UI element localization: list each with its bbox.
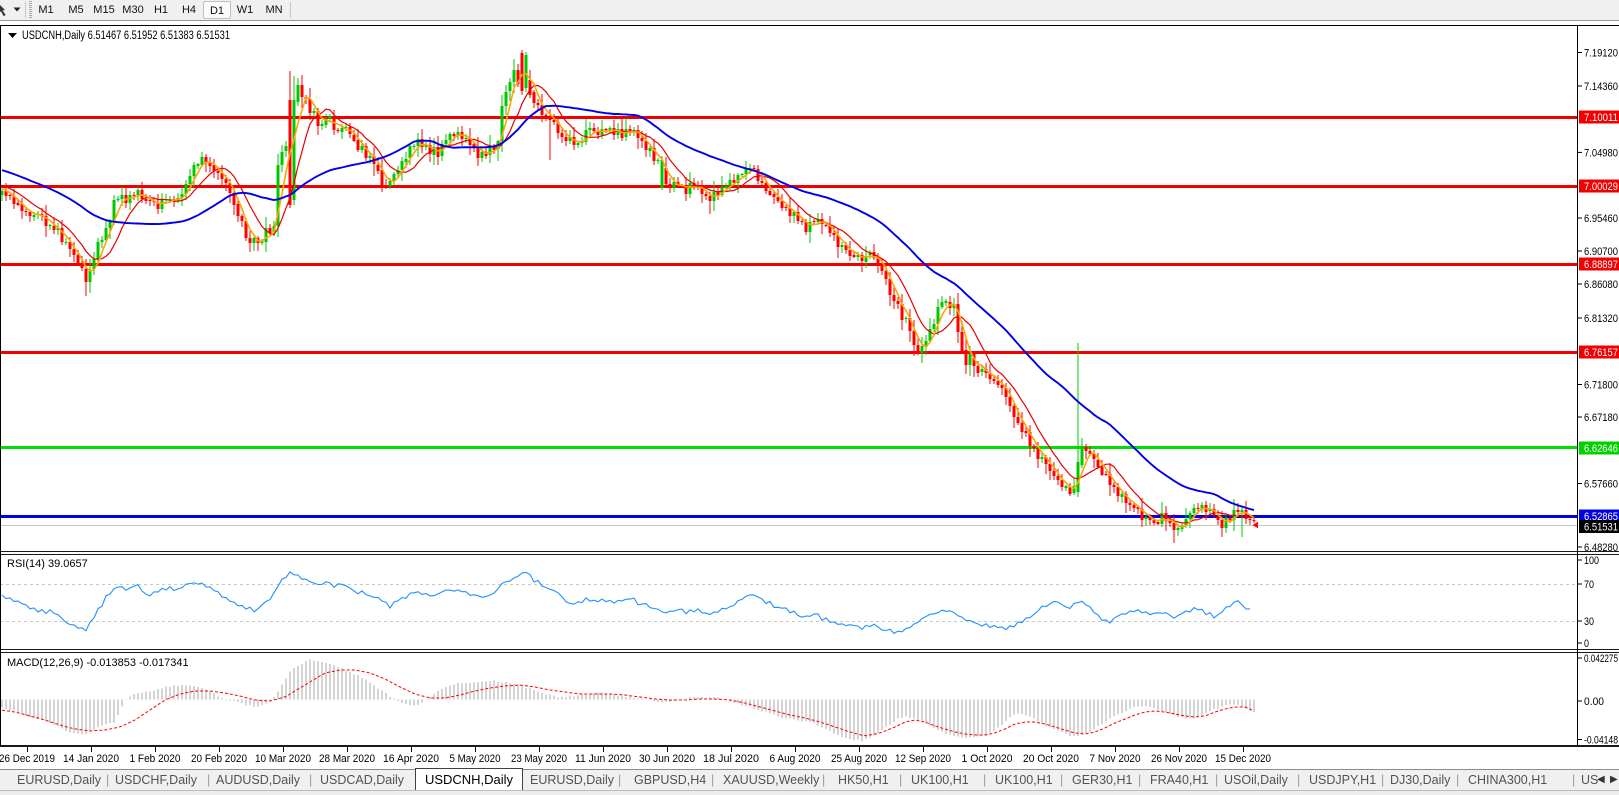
svg-text:7 Nov 2020: 7 Nov 2020 [1090, 753, 1141, 765]
svg-text:14 Jan 2020: 14 Jan 2020 [63, 753, 119, 765]
svg-text:RSI(14) 39.0657: RSI(14) 39.0657 [7, 558, 88, 570]
svg-text:12 Sep 2020: 12 Sep 2020 [895, 753, 951, 765]
svg-text:6.67180: 6.67180 [1584, 412, 1618, 424]
svg-text:6.57660: 6.57660 [1584, 479, 1618, 491]
svg-text:0.00: 0.00 [1584, 696, 1604, 708]
svg-text:15 Dec 2020: 15 Dec 2020 [1215, 753, 1271, 765]
svg-text:11 Jun 2020: 11 Jun 2020 [575, 753, 631, 765]
svg-text:7.00029: 7.00029 [1584, 181, 1618, 193]
svg-text:30: 30 [1584, 616, 1594, 628]
svg-text:100: 100 [1584, 555, 1599, 567]
svg-text:1 Oct 2020: 1 Oct 2020 [962, 753, 1013, 765]
svg-text:26 Nov 2020: 26 Nov 2020 [1151, 753, 1207, 765]
svg-text:6.48280: 6.48280 [1584, 542, 1618, 554]
svg-text:USDCNH,Daily 6.51467 6.51952: USDCNH,Daily 6.51467 6.51952 6.51383 6.5… [22, 30, 230, 42]
svg-text:10 Mar 2020: 10 Mar 2020 [255, 753, 311, 765]
svg-text:6.90700: 6.90700 [1584, 246, 1618, 258]
svg-text:20 Feb 2020: 20 Feb 2020 [191, 753, 247, 765]
svg-text:0: 0 [1584, 638, 1589, 650]
svg-text:6.88897: 6.88897 [1584, 259, 1618, 271]
svg-text:18 Jul 2020: 18 Jul 2020 [703, 753, 759, 765]
svg-text:6.71800: 6.71800 [1584, 380, 1618, 392]
svg-text:23 May 2020: 23 May 2020 [511, 753, 567, 765]
svg-text:20 Oct 2020: 20 Oct 2020 [1023, 753, 1079, 765]
svg-text:6.52865: 6.52865 [1584, 511, 1618, 523]
svg-text:70: 70 [1584, 579, 1594, 591]
svg-text:6.76157: 6.76157 [1584, 347, 1618, 359]
svg-text:26 Dec 2019: 26 Dec 2019 [0, 753, 55, 765]
svg-text:6.95460: 6.95460 [1584, 213, 1618, 225]
svg-text:MACD(12,26,9) -0.013853 -0.017: MACD(12,26,9) -0.013853 -0.017341 [7, 657, 189, 669]
svg-text:6.62646: 6.62646 [1584, 443, 1618, 455]
svg-text:7.14360: 7.14360 [1584, 81, 1618, 93]
svg-text:7.10011: 7.10011 [1584, 112, 1618, 124]
svg-text:25 Aug 2020: 25 Aug 2020 [831, 753, 887, 765]
svg-text:30 Jun 2020: 30 Jun 2020 [639, 753, 695, 765]
svg-text:0.042275: 0.042275 [1584, 653, 1618, 665]
svg-text:6.51531: 6.51531 [1584, 522, 1618, 534]
svg-text:16 Apr 2020: 16 Apr 2020 [383, 753, 439, 765]
svg-text:5 May 2020: 5 May 2020 [450, 753, 501, 765]
svg-text:6 Aug 2020: 6 Aug 2020 [770, 753, 821, 765]
svg-text:-0.04148: -0.04148 [1584, 735, 1618, 747]
svg-text:7.04980: 7.04980 [1584, 147, 1618, 159]
svg-text:1 Feb 2020: 1 Feb 2020 [130, 753, 181, 765]
svg-text:7.19120: 7.19120 [1584, 48, 1618, 60]
svg-text:28 Mar 2020: 28 Mar 2020 [319, 753, 375, 765]
svg-text:6.86080: 6.86080 [1584, 279, 1618, 291]
svg-text:6.81320: 6.81320 [1584, 313, 1618, 325]
